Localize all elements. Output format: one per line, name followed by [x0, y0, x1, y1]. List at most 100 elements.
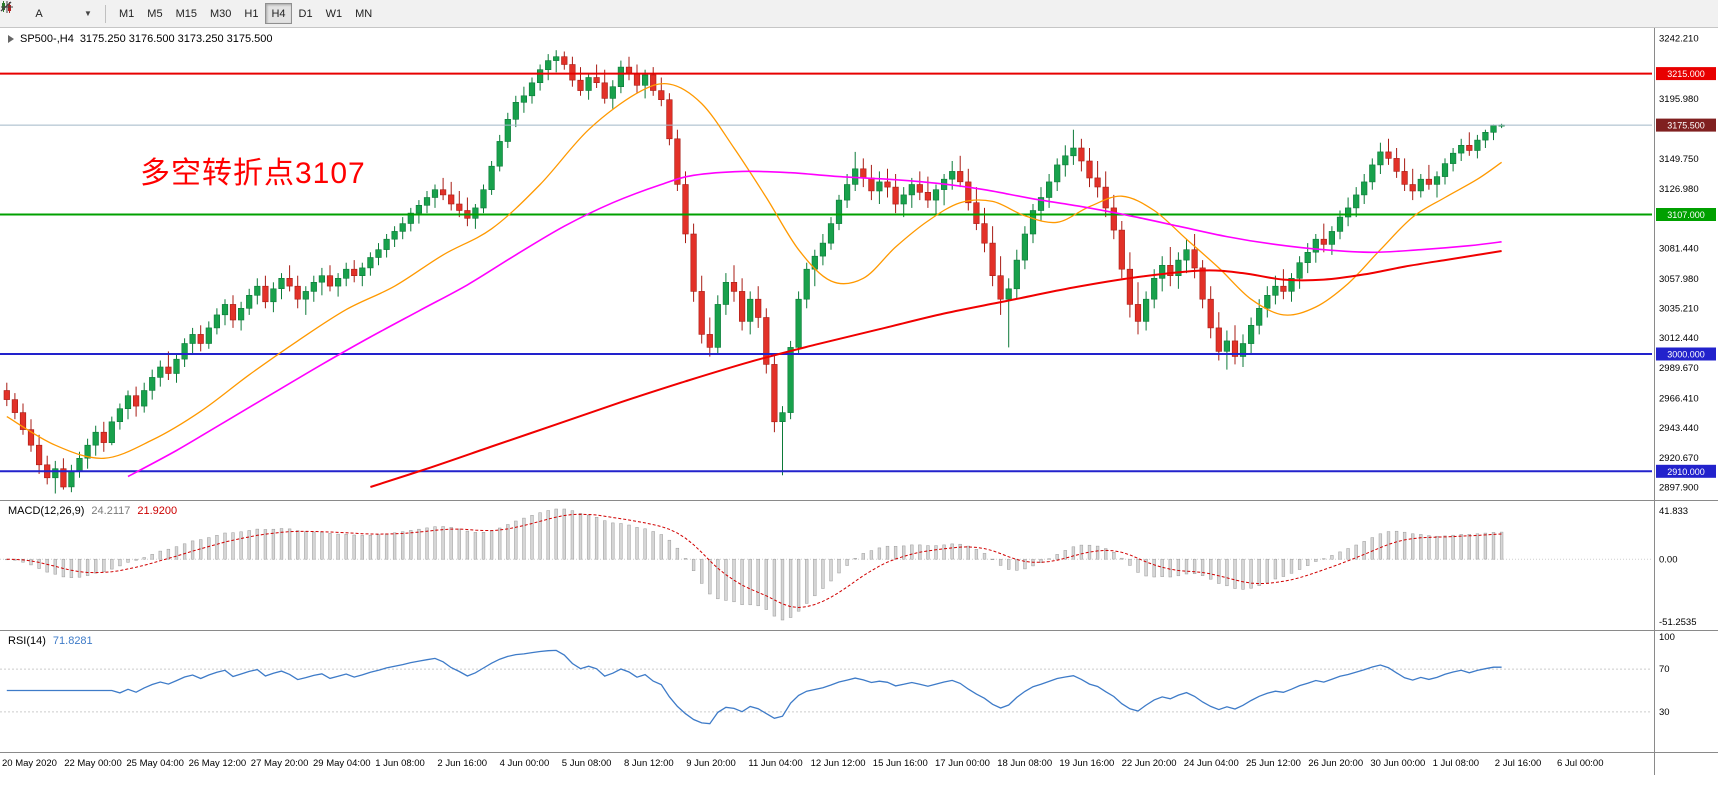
svg-text:3242.210: 3242.210: [1659, 34, 1699, 45]
timeframe-button-mn[interactable]: MN: [349, 3, 378, 24]
ma-slow-line: [370, 250, 1502, 488]
svg-text:2989.670: 2989.670: [1659, 363, 1699, 374]
draw-tools-dropdown-button[interactable]: ▼: [0, 1, 98, 24]
macd-pane[interactable]: 41.833 0.00 -51.2535 MACD(12,26,9) 24.2117…: [0, 500, 1718, 630]
svg-text:3149.750: 3149.750: [1659, 154, 1699, 165]
rsi-value: 71.8281: [52, 635, 93, 647]
ma-mid-line: [127, 170, 1502, 478]
svg-text:3035.210: 3035.210: [1659, 304, 1699, 315]
timeframe-group: M1 M5 M15 M30 H1 H4 D1 W1 MN: [113, 3, 378, 24]
toolbar-separator: [105, 4, 106, 23]
timeframe-button-m1[interactable]: M1: [113, 3, 140, 24]
time-axis-label: 9 Jun 20:00: [686, 758, 736, 769]
time-axis-label: 6 Jul 00:00: [1557, 758, 1604, 769]
chevron-down-icon: ▼: [84, 9, 92, 18]
time-axis-label: 26 May 12:00: [188, 758, 247, 769]
macd-canvas[interactable]: 41.833 0.00 -51.2535: [0, 501, 1718, 630]
timeframe-button-h4[interactable]: H4: [265, 3, 292, 24]
time-axis-label: 22 May 00:00: [64, 758, 122, 769]
time-axis-label: 12 Jun 12:00: [810, 758, 866, 769]
crosshair-button[interactable]: [1, 1, 74, 24]
svg-text:41.833: 41.833: [1659, 506, 1688, 517]
time-axis[interactable]: 20 May 2020 22 May 00:00 25 May 04:00 26 Ma…: [0, 752, 1718, 777]
time-axis-label: 15 Jun 16:00: [872, 758, 928, 769]
svg-text:3175.500: 3175.500: [1667, 121, 1705, 131]
time-axis-label: 11 Jun 04:00: [748, 758, 803, 769]
rsi-axis-labels: 100 70 30: [1659, 632, 1675, 718]
ma-fast-line: [6, 83, 1502, 459]
macd-axis-labels: 41.833 0.00 -51.2535: [1659, 506, 1697, 628]
axis-separator: [1654, 28, 1655, 775]
time-axis-label: 1 Jun 08:00: [375, 758, 425, 769]
svg-text:2920.670: 2920.670: [1659, 453, 1699, 464]
svg-text:2966.410: 2966.410: [1659, 393, 1699, 404]
time-axis-label: 26 Jun 20:00: [1308, 758, 1364, 769]
price-axis-badges: 3215.000 3175.500 3107.000 3000.000 2910.000: [1656, 67, 1716, 478]
rsi-pane[interactable]: 100 70 30 RSI(14) 71.8281: [0, 630, 1718, 752]
svg-text:30: 30: [1659, 707, 1670, 718]
macd-signal-value: 21.9200: [137, 505, 178, 517]
time-axis-label: 4 Jun 00:00: [499, 758, 550, 769]
svg-text:2943.440: 2943.440: [1659, 423, 1699, 434]
time-axis-label: 2 Jul 16:00: [1494, 758, 1542, 769]
svg-text:3081.440: 3081.440: [1659, 243, 1699, 254]
svg-text:0.00: 0.00: [1659, 555, 1678, 566]
price-axis-labels: 3242.210 3195.980 3149.750 3126.980 3081.440…: [1659, 34, 1699, 494]
svg-text:3000.000: 3000.000: [1667, 350, 1705, 360]
svg-text:3215.000: 3215.000: [1667, 69, 1705, 79]
svg-text:70: 70: [1659, 664, 1670, 675]
time-axis-label: 24 Jun 04:00: [1183, 758, 1239, 769]
price-chart-canvas[interactable]: 3242.210 3195.980 3149.750 3126.980 3081.440…: [0, 28, 1718, 500]
macd-label: MACD(12,26,9) 24.2117 21.9200: [8, 505, 177, 517]
time-axis-label: 29 May 04:00: [313, 758, 371, 769]
svg-text:3012.440: 3012.440: [1659, 333, 1699, 344]
ohlc-values: 3175.250 3176.500 3173.250 3175.500: [79, 33, 273, 45]
timeframe-button-m5[interactable]: M5: [141, 3, 168, 24]
svg-text:3126.980: 3126.980: [1659, 184, 1699, 195]
time-axis-label: 22 Jun 20:00: [1121, 758, 1177, 769]
time-axis-label: 17 Jun 00:00: [935, 758, 990, 769]
level-lines[interactable]: [0, 72, 1652, 473]
candles-layer: [3, 50, 1505, 494]
macd-signal-line: [6, 513, 1502, 609]
time-axis-label: 27 May 20:00: [250, 758, 309, 769]
macd-histogram: [5, 508, 1504, 621]
symbol-title: SP500-,H4: [20, 33, 74, 45]
svg-text:3195.980: 3195.980: [1659, 94, 1699, 105]
timeframe-button-m30[interactable]: M30: [204, 3, 237, 24]
svg-text:100: 100: [1659, 632, 1675, 643]
trendline-tool-icon: [0, 1, 12, 12]
time-axis-label: 18 Jun 08:00: [997, 758, 1053, 769]
time-axis-label: 30 Jun 00:00: [1370, 758, 1426, 769]
svg-text:2897.900: 2897.900: [1659, 483, 1699, 494]
time-axis-label: 20 May 2020: [2, 758, 57, 769]
rsi-line: [6, 649, 1502, 725]
timeframe-button-d1[interactable]: D1: [293, 3, 319, 24]
svg-text:2910.000: 2910.000: [1667, 467, 1705, 477]
svg-text:3107.000: 3107.000: [1667, 210, 1705, 220]
rsi-label: RSI(14) 71.8281: [8, 635, 93, 647]
rsi-name: RSI(14): [8, 635, 46, 647]
time-axis-label: 25 May 04:00: [126, 758, 184, 769]
chart-annotation: 多空转折点3107: [140, 157, 366, 190]
time-axis-label: 1 Jul 08:00: [1432, 758, 1480, 769]
macd-main-value: 24.2117: [91, 505, 131, 517]
quick-trade-toggle-icon[interactable]: [8, 35, 14, 43]
text-tool-button[interactable]: A: [28, 3, 50, 24]
timeframe-button-w1[interactable]: W1: [320, 3, 349, 24]
rsi-canvas[interactable]: 100 70 30: [0, 631, 1718, 752]
price-chart-pane[interactable]: 3242.210 3195.980 3149.750 3126.980 3081.440…: [0, 28, 1718, 500]
symbol-ohlc-line: SP500-,H4 3175.250 3176.500 3173.250 317…: [8, 33, 273, 45]
timeframe-button-m15[interactable]: M15: [170, 3, 203, 24]
svg-text:3057.980: 3057.980: [1659, 274, 1699, 285]
macd-name: MACD(12,26,9): [8, 505, 85, 517]
timeframe-button-h1[interactable]: H1: [238, 3, 264, 24]
time-axis-label: 8 Jun 12:00: [624, 758, 674, 769]
time-axis-label: 19 Jun 16:00: [1059, 758, 1115, 769]
time-axis-label: 25 Jun 12:00: [1246, 758, 1301, 769]
time-axis-label: 2 Jun 16:00: [437, 758, 488, 769]
crosshair-icon: [1, 1, 13, 13]
svg-text:-51.2535: -51.2535: [1659, 617, 1697, 628]
time-axis-label: 5 Jun 08:00: [561, 758, 612, 769]
